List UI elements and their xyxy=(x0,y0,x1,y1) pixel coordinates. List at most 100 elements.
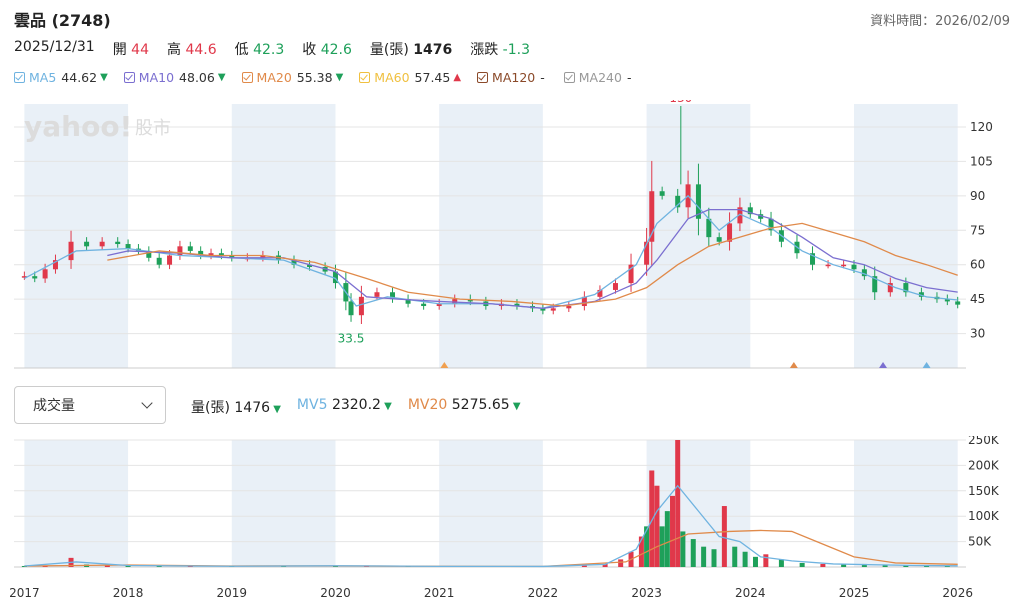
volume-bar xyxy=(581,565,587,567)
candle xyxy=(737,207,743,224)
candle xyxy=(198,250,204,256)
triangle-up-icon: ▲ xyxy=(453,72,462,83)
triangle-down-icon: ▼ xyxy=(509,401,521,412)
candle xyxy=(125,244,131,249)
candle xyxy=(659,191,665,196)
candle xyxy=(291,260,297,265)
candle xyxy=(872,276,878,293)
candle xyxy=(260,255,266,258)
volume-bar xyxy=(638,536,644,567)
event-marker-icon xyxy=(789,362,798,368)
ma-name: MA120 xyxy=(492,70,536,85)
ma-line-ma20 xyxy=(107,222,958,307)
checkbox-icon[interactable] xyxy=(123,72,135,83)
candle xyxy=(644,241,650,265)
ma-value: 55.38 xyxy=(296,70,333,85)
year-band xyxy=(854,440,958,567)
checkbox-icon[interactable] xyxy=(241,72,253,83)
year-band xyxy=(231,104,336,368)
year-band xyxy=(646,104,751,368)
ma-legend-item-ma120[interactable]: MA120- xyxy=(477,70,548,85)
volume-legend-item: MV5 2320.2 ▼ xyxy=(297,397,392,417)
y-tick-label: 45 xyxy=(970,292,985,306)
low-label: 低 xyxy=(234,42,249,58)
ma-legend-item-ma60[interactable]: MA60 57.45 ▲ xyxy=(359,70,461,85)
mv5-line xyxy=(24,484,958,568)
volume-bar xyxy=(721,506,727,567)
candle xyxy=(597,289,603,297)
low-value: 42.3 xyxy=(253,42,285,58)
ma-value: 57.45 xyxy=(414,70,451,85)
mv-name: 量(張) xyxy=(191,400,230,416)
high-value: 44.6 xyxy=(185,42,217,58)
candle xyxy=(52,260,58,270)
volume-chart[interactable]: 50K 100K 150K 200K 250K 2017 2018 2019 2020 2021 2… xyxy=(0,436,1024,608)
change-label: 漲跌 xyxy=(470,42,499,58)
quote-date: 2025/12/31 xyxy=(14,39,95,55)
ma-legend-item-ma240[interactable]: MA240- xyxy=(563,70,635,85)
candle xyxy=(841,264,847,267)
open-label: 開 xyxy=(112,42,127,58)
volume-bar xyxy=(690,539,696,567)
checkbox-icon[interactable] xyxy=(359,72,371,83)
change-value: -1.3 xyxy=(502,42,530,58)
ma-name: MA20 xyxy=(256,70,292,85)
volume-bar xyxy=(654,485,660,567)
volume-bar xyxy=(659,526,665,567)
candle xyxy=(405,299,411,304)
year-band xyxy=(24,440,129,567)
candle xyxy=(944,299,950,302)
close-value: 42.6 xyxy=(320,42,352,58)
ma-name: MA240 xyxy=(578,70,622,85)
candle xyxy=(115,241,121,245)
volume-bar xyxy=(742,551,748,567)
ma-value: - xyxy=(626,70,632,85)
x-tick-label: 2024 xyxy=(735,586,766,600)
volume-bar xyxy=(882,564,888,567)
year-band xyxy=(24,104,129,368)
candle xyxy=(208,253,214,256)
x-tick-label: 2021 xyxy=(424,586,455,600)
checkbox-icon[interactable] xyxy=(14,72,25,83)
candle xyxy=(675,195,681,208)
candle xyxy=(903,283,909,293)
volume-legend-item: 量(張) 1476 ▼ xyxy=(191,397,281,417)
candle xyxy=(550,308,556,311)
triangle-down-icon: ▼ xyxy=(270,404,281,415)
y-tick-label: 105 xyxy=(970,154,993,168)
ma-legend-item-ma10[interactable]: MA10 48.06 ▼ xyxy=(123,70,226,85)
candle xyxy=(99,241,105,247)
candle xyxy=(768,218,774,231)
price-chart[interactable]: yahoo!股市 30 45 60 75 90 105 120 130 33.5 xyxy=(0,100,1024,372)
stock-title: 雲品 (2748) xyxy=(14,11,111,30)
ma-legend-item-ma20[interactable]: MA20 55.38 ▼ xyxy=(241,70,343,85)
checkbox-icon[interactable] xyxy=(563,72,575,83)
x-tick-label: 2022 xyxy=(528,586,559,600)
candle xyxy=(229,255,235,258)
volume-bar xyxy=(701,546,707,567)
event-marker-icon xyxy=(440,362,449,368)
candle xyxy=(187,246,193,251)
y-tick-label: 60 xyxy=(970,258,985,272)
candle xyxy=(307,264,313,267)
y-tick-label: 50K xyxy=(968,535,992,549)
mv-value: 2320.2 xyxy=(331,397,381,413)
volume-bar xyxy=(841,564,847,567)
y-tick-label: 30 xyxy=(970,327,985,341)
candle xyxy=(918,292,924,297)
indicator-select[interactable]: 成交量 xyxy=(14,386,166,424)
candle xyxy=(358,296,364,316)
ma-legend-item-ma5[interactable]: MA5 44.62 ▼ xyxy=(14,70,108,85)
volume-bar xyxy=(664,511,670,567)
volume-bar xyxy=(670,495,676,567)
volume-legend: 量(張) 1476 ▼ MV5 2320.2 ▼ MV20 5275.65 ▼ xyxy=(191,397,537,417)
triangle-down-icon: ▼ xyxy=(217,72,226,83)
candle xyxy=(628,264,634,284)
triangle-down-icon: ▼ xyxy=(100,72,108,83)
y-tick-label: 75 xyxy=(970,223,985,237)
x-tick-label: 2023 xyxy=(631,586,662,600)
candle xyxy=(421,303,427,307)
checkbox-icon[interactable] xyxy=(477,72,489,83)
candle xyxy=(540,308,546,311)
year-band xyxy=(231,440,336,567)
